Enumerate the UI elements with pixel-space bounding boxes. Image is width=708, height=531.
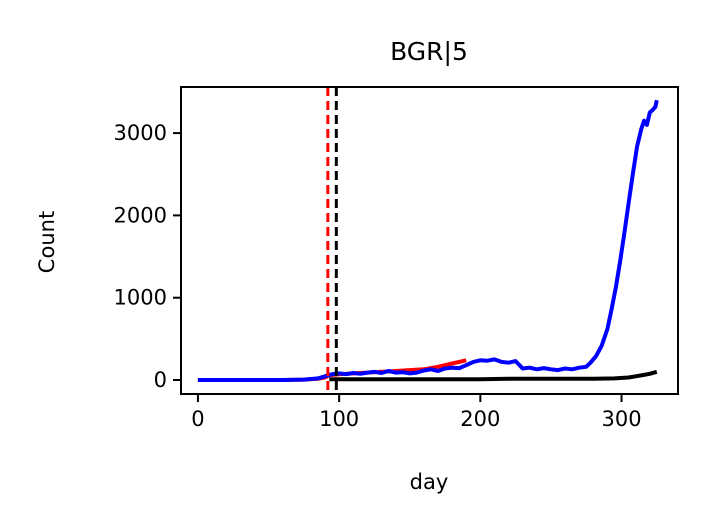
x-tick-label: 0 [191,407,204,431]
x-axis: 0 100 200 300 [191,394,642,431]
axes-frame [180,86,679,395]
chart-title: BGR|5 [390,37,468,66]
x-tick-label: 100 [319,407,359,431]
y-axis: 0 1000 2000 3000 [114,121,181,392]
y-tick-label: 0 [154,368,167,392]
x-axis-label: day [410,470,449,494]
y-tick-label: 3000 [114,121,167,145]
x-tick-label: 300 [601,407,641,431]
x-tick-label: 200 [460,407,500,431]
series-line-2 [197,99,659,382]
series-line-1 [329,369,658,382]
y-tick-label: 2000 [114,203,167,227]
y-axis-label: Count [35,211,59,273]
y-tick-label: 1000 [114,286,167,310]
plot-content [197,87,659,394]
